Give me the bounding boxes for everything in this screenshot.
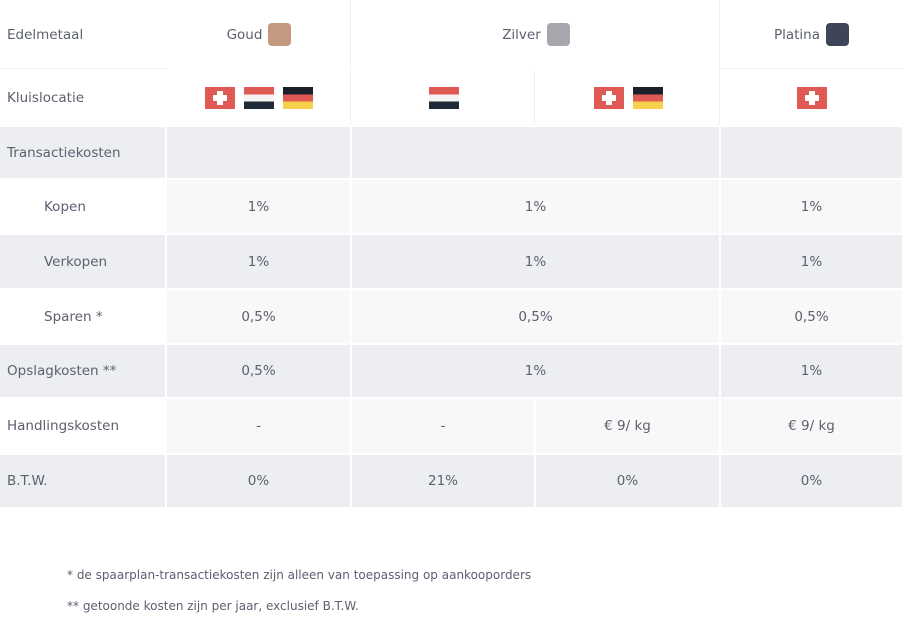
save-platinum: 0,5%: [721, 290, 902, 343]
value: 1%: [800, 253, 823, 270]
header-platinum: Platina: [721, 0, 902, 69]
transaction-platinum: [721, 127, 902, 178]
value: € 9/ kg: [788, 418, 835, 434]
flag-germany-icon: [283, 86, 313, 109]
value: 21%: [427, 473, 458, 489]
value: 0,5%: [794, 308, 829, 325]
save-label-cell: Sparen *: [0, 290, 165, 343]
flag-netherlands-icon: [244, 86, 274, 109]
silver-swatch-icon: [546, 23, 570, 46]
value: 1%: [800, 198, 823, 215]
sell-silver: 1%: [352, 235, 719, 288]
header-label-cell: Edelmetaal: [0, 0, 166, 69]
handling-silver-a: -: [352, 399, 534, 453]
footnotes: * de spaarplan-transactiekosten zijn all…: [67, 566, 531, 628]
vault-label-cell: Kluislocatie: [0, 70, 166, 125]
vat-platinum: 0%: [721, 455, 902, 507]
metal-name-gold: Goud: [226, 26, 263, 43]
vault-gold: [167, 70, 351, 125]
vault-silver-a: [352, 70, 535, 125]
value: € 9/ kg: [604, 418, 651, 434]
buy-label: Kopen: [44, 198, 86, 215]
transaction-silver: [352, 127, 719, 178]
storage-label: Opslagkosten **: [7, 363, 117, 379]
platinum-swatch-icon: [826, 23, 850, 46]
value: 1%: [524, 363, 547, 379]
flag-netherlands-icon: [428, 86, 459, 109]
footnote-storage: ** getoonde kosten zijn per jaar, exclus…: [67, 599, 359, 613]
value: -: [440, 418, 446, 434]
value: 1%: [247, 198, 270, 215]
transaction-gold: [167, 127, 350, 178]
value: 1%: [524, 198, 547, 215]
save-silver: 0,5%: [352, 290, 719, 343]
gold-swatch-icon: [268, 23, 292, 46]
value: 0,5%: [518, 308, 553, 325]
vat-gold: 0%: [167, 455, 350, 507]
vault-silver-b: [536, 70, 720, 125]
header-silver: Zilver: [352, 0, 720, 69]
footnote-savings: * de spaarplan-transactiekosten zijn all…: [67, 568, 532, 582]
sell-label-cell: Verkopen: [0, 235, 165, 288]
vat-label: B.T.W.: [7, 473, 48, 489]
vat-silver-a: 21%: [352, 455, 534, 507]
value: 1%: [800, 363, 823, 379]
flag-switzerland-icon: [205, 86, 235, 109]
transaction-label: Transactiekosten: [7, 144, 121, 161]
vault-label: Kluislocatie: [7, 89, 84, 106]
handling-silver-b: € 9/ kg: [536, 399, 719, 453]
sell-platinum: 1%: [721, 235, 902, 288]
handling-gold: -: [167, 399, 350, 453]
storage-gold: 0,5%: [167, 345, 350, 397]
metal-name-platinum: Platina: [773, 26, 821, 43]
handling-label: Handlingskosten: [7, 418, 119, 434]
value: 0,5%: [241, 308, 276, 325]
storage-silver: 1%: [352, 345, 719, 397]
buy-platinum: 1%: [721, 180, 902, 233]
save-gold: 0,5%: [167, 290, 350, 343]
storage-platinum: 1%: [721, 345, 902, 397]
storage-label-cell: Opslagkosten **: [0, 345, 165, 397]
header-gold: Goud: [167, 0, 351, 69]
handling-platinum: € 9/ kg: [721, 399, 902, 453]
save-label: Sparen *: [44, 308, 103, 325]
header-label: Edelmetaal: [7, 26, 84, 43]
metal-name-silver: Zilver: [502, 26, 541, 43]
value: -: [256, 418, 261, 434]
vat-silver-b: 0%: [536, 455, 719, 507]
value: 0%: [800, 473, 823, 489]
buy-gold: 1%: [167, 180, 350, 233]
handling-label-cell: Handlingskosten: [0, 399, 165, 453]
flag-switzerland-icon: [796, 86, 827, 109]
transaction-label-cell: Transactiekosten: [0, 127, 165, 178]
sell-label: Verkopen: [44, 253, 108, 270]
value: 1%: [247, 253, 270, 270]
value: 0%: [247, 473, 270, 489]
value: 1%: [524, 253, 547, 270]
value: 0,5%: [241, 363, 276, 379]
flag-switzerland-icon: [593, 86, 624, 109]
vat-label-cell: B.T.W.: [0, 455, 165, 507]
flag-germany-icon: [632, 86, 663, 109]
vault-platinum: [721, 70, 902, 125]
value: 0%: [616, 473, 639, 489]
buy-silver: 1%: [352, 180, 719, 233]
sell-gold: 1%: [167, 235, 350, 288]
buy-label-cell: Kopen: [0, 180, 165, 233]
